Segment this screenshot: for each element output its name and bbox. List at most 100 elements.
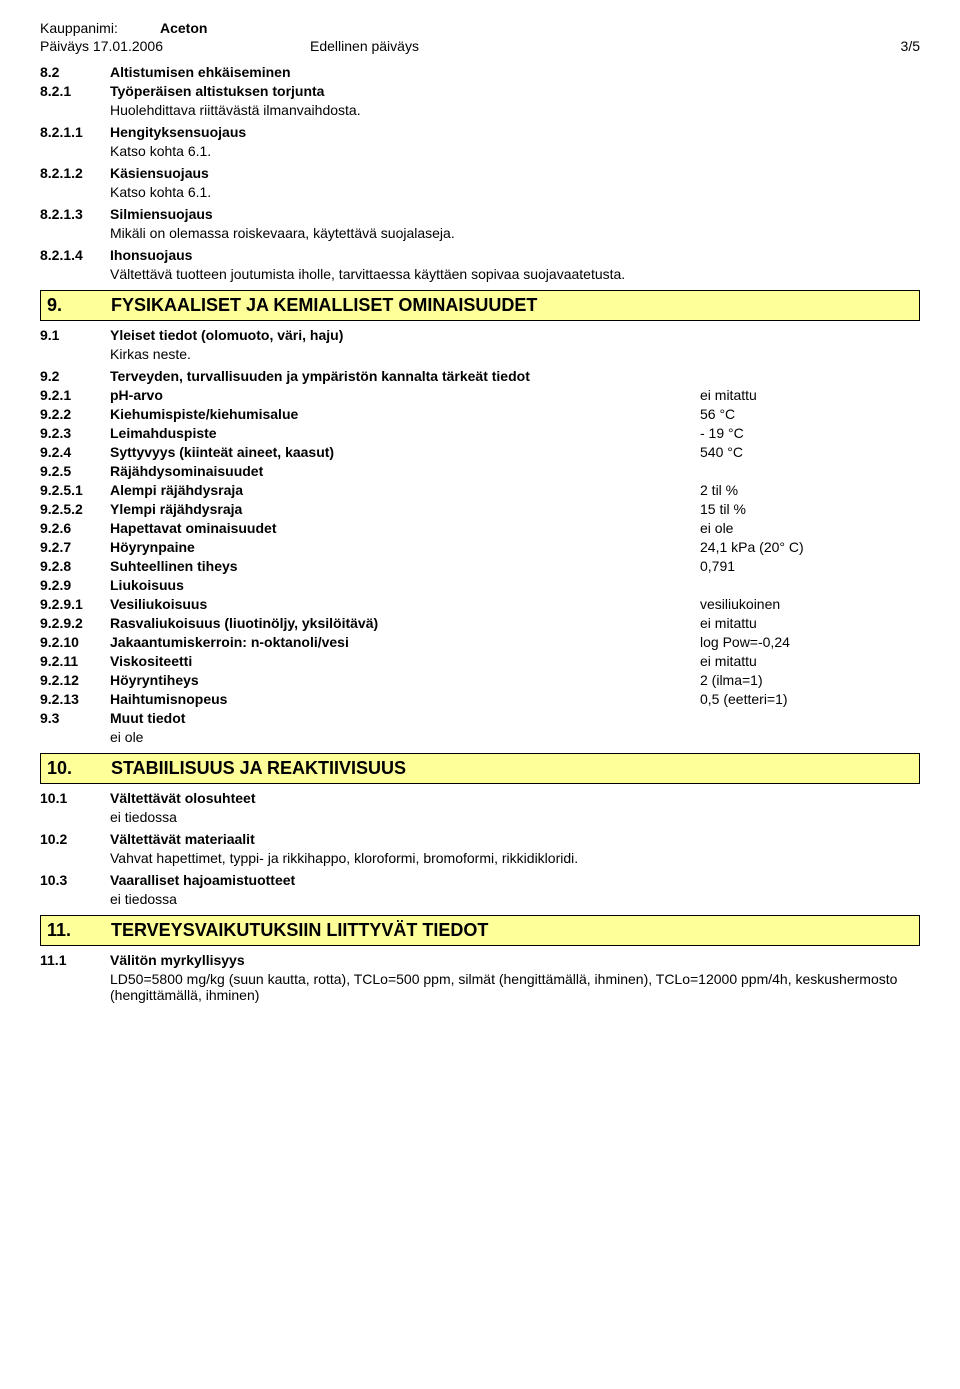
section-9-banner: 9. FYSIKAALISET JA KEMIALLISET OMINAISUU… (40, 290, 920, 321)
row-value: - 19 °C (700, 425, 920, 441)
row-value: 0,5 (eetteri=1) (700, 691, 920, 707)
row-label: Hengityksensuojaus (110, 124, 920, 140)
row-number: 9.2 (40, 368, 110, 384)
row-label: Liukoisuus (110, 577, 920, 593)
row-label: Ihonsuojaus (110, 247, 920, 263)
row-label: Vaaralliset hajoamistuotteet (110, 872, 920, 888)
section-11-title: TERVEYSVAIKUTUKSIIN LIITTYVÄT TIEDOT (111, 920, 488, 941)
row-number: 9.2.7 (40, 539, 110, 555)
row-label: Vesiliukoisuus (110, 596, 700, 612)
numbered-row: 9.2.13Haihtumisnopeus0,5 (eetteri=1) (40, 691, 920, 707)
numbered-row: 8.2.1Työperäisen altistuksen torjunta (40, 83, 920, 99)
body-text: Vahvat hapettimet, typpi- ja rikkihappo,… (110, 850, 920, 866)
numbered-row: 9.2.8Suhteellinen tiheys0,791 (40, 558, 920, 574)
row-number: 8.2 (40, 64, 110, 80)
body-text: Katso kohta 6.1. (110, 143, 920, 159)
numbered-row: 9.2Terveyden, turvallisuuden ja ympärist… (40, 368, 920, 384)
numbered-row: 9.2.5Räjähdysominaisuudet (40, 463, 920, 479)
numbered-row: 8.2.1.2Käsiensuojaus (40, 165, 920, 181)
body-text: Katso kohta 6.1. (110, 184, 920, 200)
row-label: Vältettävät olosuhteet (110, 790, 920, 806)
numbered-row: 9.2.10Jakaantumiskerroin: n-oktanoli/ves… (40, 634, 920, 650)
numbered-row: 9.2.7Höyrynpaine24,1 kPa (20° C) (40, 539, 920, 555)
row-label: Leimahduspiste (110, 425, 700, 441)
row-label: Ylempi räjähdysraja (110, 501, 700, 517)
numbered-row: 10.2Vältettävät materiaalit (40, 831, 920, 847)
row-label: Räjähdysominaisuudet (110, 463, 920, 479)
row-number: 9.2.1 (40, 387, 110, 403)
trade-label: Kauppanimi: (40, 20, 160, 36)
row-label: Terveyden, turvallisuuden ja ympäristön … (110, 368, 920, 384)
numbered-row: 10.1Vältettävät olosuhteet (40, 790, 920, 806)
body-text: LD50=5800 mg/kg (suun kautta, rotta), TC… (110, 971, 920, 1003)
numbered-row: 8.2.1.4Ihonsuojaus (40, 247, 920, 263)
numbered-row: 9.2.3Leimahduspiste- 19 °C (40, 425, 920, 441)
row-number: 9.3 (40, 710, 110, 726)
row-number: 10.1 (40, 790, 110, 806)
row-label: Silmiensuojaus (110, 206, 920, 222)
section-11-content: 11.1Välitön myrkyllisyys LD50=5800 mg/kg … (40, 952, 920, 1003)
row-number: 9.2.10 (40, 634, 110, 650)
row-value: 0,791 (700, 558, 920, 574)
row-label: Haihtumisnopeus (110, 691, 700, 707)
row-number: 9.2.9.1 (40, 596, 110, 612)
body-text: ei tiedossa (110, 809, 920, 825)
row-value: 2 til % (700, 482, 920, 498)
numbered-row: 9.2.5.2Ylempi räjähdysraja15 til % (40, 501, 920, 517)
numbered-row: 9.2.1pH-arvoei mitattu (40, 387, 920, 403)
row-label: Viskositeetti (110, 653, 700, 669)
row-label: Hapettavat ominaisuudet (110, 520, 700, 536)
numbered-row: 8.2.1.1Hengityksensuojaus (40, 124, 920, 140)
date-row: Päiväys 17.01.2006 Edellinen päiväys 3/5 (40, 38, 920, 54)
row-number: 9.2.4 (40, 444, 110, 460)
numbered-row: 8.2.1.3Silmiensuojaus (40, 206, 920, 222)
row-label: Jakaantumiskerroin: n-oktanoli/vesi (110, 634, 700, 650)
section-9-title: FYSIKAALISET JA KEMIALLISET OMINAISUUDET (111, 295, 537, 316)
row-label: Alempi räjähdysraja (110, 482, 700, 498)
numbered-row: 9.2.4Syttyvyys (kiinteät aineet, kaasut)… (40, 444, 920, 460)
row-value: ei mitattu (700, 615, 920, 631)
row-value: ei mitattu (700, 387, 920, 403)
section-8-content: 8.2Altistumisen ehkäiseminen8.2.1Työperä… (40, 64, 920, 282)
page-number: 3/5 (860, 38, 920, 54)
row-number: 9.2.12 (40, 672, 110, 688)
row-number: 9.2.2 (40, 406, 110, 422)
body-text: Kirkas neste. (110, 346, 920, 362)
numbered-row: 9.3Muut tiedot (40, 710, 920, 726)
row-value: 56 °C (700, 406, 920, 422)
row-number: 9.2.5.2 (40, 501, 110, 517)
prev-date-label: Edellinen päiväys (310, 38, 860, 54)
row-number: 9.2.5.1 (40, 482, 110, 498)
row-label: Höyrynpaine (110, 539, 700, 555)
row-label: Välitön myrkyllisyys (110, 952, 920, 968)
row-number: 8.2.1.2 (40, 165, 110, 181)
row-value: 24,1 kPa (20° C) (700, 539, 920, 555)
row-value: ei mitattu (700, 653, 920, 669)
row-number: 9.2.11 (40, 653, 110, 669)
row-number: 9.2.6 (40, 520, 110, 536)
numbered-row: 9.2.2Kiehumispiste/kiehumisalue56 °C (40, 406, 920, 422)
row-number: 9.2.8 (40, 558, 110, 574)
row-label: Vältettävät materiaalit (110, 831, 920, 847)
numbered-row: 9.2.11Viskositeettiei mitattu (40, 653, 920, 669)
row-number: 8.2.1 (40, 83, 110, 99)
row-number: 8.2.1.3 (40, 206, 110, 222)
row-label: Yleiset tiedot (olomuoto, väri, haju) (110, 327, 920, 343)
row-value: 540 °C (700, 444, 920, 460)
numbered-row: 9.2.12Höyryntiheys2 (ilma=1) (40, 672, 920, 688)
body-text: Huolehdittava riittävästä ilmanvaihdosta… (110, 102, 920, 118)
numbered-row: 11.1Välitön myrkyllisyys (40, 952, 920, 968)
row-number: 9.2.3 (40, 425, 110, 441)
body-text: Mikäli on olemassa roiskevaara, käytettä… (110, 225, 920, 241)
section-10-content: 10.1Vältettävät olosuhteetei tiedossa10.… (40, 790, 920, 907)
row-label: Työperäisen altistuksen torjunta (110, 83, 920, 99)
row-number: 10.3 (40, 872, 110, 888)
trade-name-row: Kauppanimi: Aceton (40, 20, 920, 36)
row-label: Käsiensuojaus (110, 165, 920, 181)
numbered-row: 10.3Vaaralliset hajoamistuotteet (40, 872, 920, 888)
row-label: Höyryntiheys (110, 672, 700, 688)
row-number: 8.2.1.1 (40, 124, 110, 140)
row-label: Suhteellinen tiheys (110, 558, 700, 574)
section-11-banner: 11. TERVEYSVAIKUTUKSIIN LIITTYVÄT TIEDOT (40, 915, 920, 946)
row-label: Kiehumispiste/kiehumisalue (110, 406, 700, 422)
